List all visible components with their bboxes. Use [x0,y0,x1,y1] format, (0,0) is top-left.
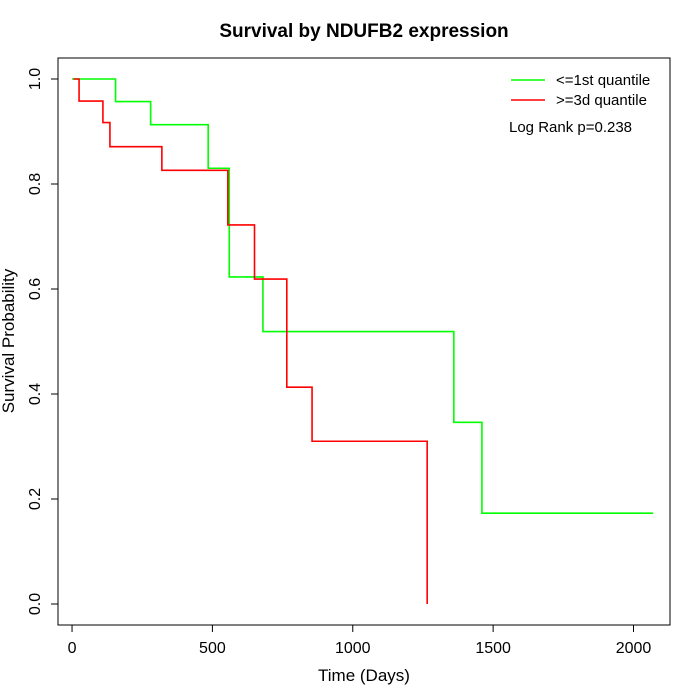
x-tick-label: 1500 [475,640,511,657]
x-axis-label: Time (Days) [318,666,410,685]
x-axis: 0 500 1000 1500 2000 [68,624,652,657]
plot-frame [57,57,671,626]
y-tick-label: 0.2 [27,488,44,510]
chart-title: Survival by NDUFB2 expression [219,21,508,42]
y-tick-label: 0.0 [27,593,44,615]
y-axis: 0.0 0.2 0.4 0.6 0.8 1.0 [27,68,59,615]
y-tick-label: 0.6 [27,278,44,300]
log-rank-annotation: Log Rank p=0.238 [509,119,632,136]
series-layer [72,78,654,604]
y-tick-label: 1.0 [27,68,44,90]
legend-label-0: <=1st quantile [556,72,650,89]
series-line-1 [73,78,428,604]
legend: <=1st quantile >=3d quantile [511,72,650,109]
x-tick-label: 500 [199,640,226,657]
x-tick-label: 1000 [335,640,371,657]
x-tick-label: 2000 [616,640,652,657]
y-tick-label: 0.8 [27,173,44,195]
y-axis-label: Survival Probability [0,268,18,413]
y-tick-label: 0.4 [27,383,44,405]
legend-label-1: >=3d quantile [556,92,647,109]
series-line-0 [72,78,654,514]
x-tick-label: 0 [68,640,77,657]
